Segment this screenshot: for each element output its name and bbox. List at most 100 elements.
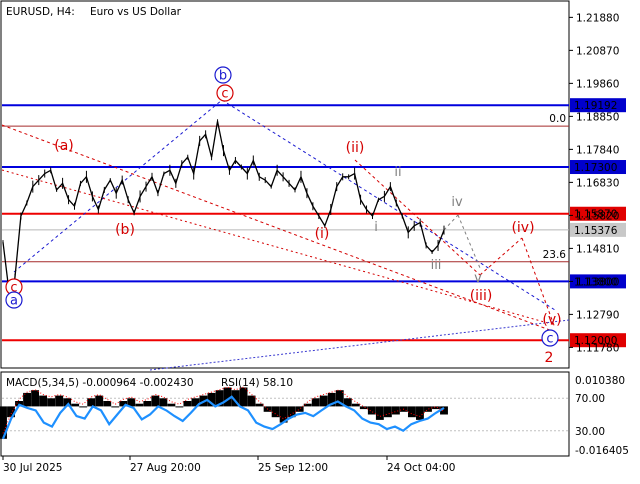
wave-label-circle [214,66,232,84]
trendlines-layer [1,99,570,371]
macd-histogram-bar [127,398,136,407]
wave-label-text: (a) [54,138,74,154]
macd-histogram-bar [247,395,256,407]
macd-histogram-bar [375,406,384,420]
price-tick-label: 1.14810 [576,243,619,255]
price-tick-label: 1.19860 [576,78,619,90]
price-tick-label: 1.15820 [576,210,619,222]
macd-histogram-bar [416,406,424,420]
macd-histogram-bar [135,403,144,407]
macd-histogram-bar [295,406,304,412]
macd-histogram-bar [351,403,360,407]
indicator-tick-label: 70.00 [575,393,605,405]
time-tick-label: 25 Sep 12:00 [258,462,328,474]
macd-histogram-bar [143,401,152,407]
macd-histogram-bar [63,398,72,407]
macd-histogram-bar [432,406,440,410]
macd-histogram-bar [303,403,312,407]
price-level-tag [570,206,626,221]
macd-histogram-bar [424,406,432,412]
wave-label-text: v [474,271,482,286]
time-tick-label: 27 Aug 20:00 [130,462,201,474]
price-tick-label: 1.20870 [576,45,619,57]
price-level-tag-label: 1.15870 [574,209,617,221]
price-tick-label: 1.17840 [576,144,619,156]
macd-histogram-bar [383,406,392,418]
macd-histogram-bar [207,392,216,407]
wave-label-text: (i) [315,226,330,242]
macd-histogram-bar [71,403,80,407]
time-tick-label: 30 Jul 2025 [3,462,62,474]
indicator-tick-label: 0.010380 [575,375,625,387]
macd-histogram-bar [55,395,64,407]
wave-trendline [354,159,481,276]
macd-histogram-bar [31,390,40,407]
price-level-tag-label: 1.15376 [574,225,618,237]
wave-trendline [13,99,223,273]
price-level-tag [570,274,626,289]
price-level-tag-label: 1.17300 [574,162,617,174]
wave-label-text: (b) [115,222,135,238]
macd-histogram-bar [391,406,400,415]
wave-label-text: c [221,87,228,102]
price-level-tag [570,222,626,237]
wave-trendline [521,237,556,329]
chart-description: Euro vs US Dollar [90,6,182,18]
macd-histogram-bar [159,398,168,407]
rsi-header: RSI(14) 58.10 [221,377,293,389]
macd-histogram-bar [327,392,336,407]
main-pane-frame [0,0,570,369]
price-level-tag [570,333,626,348]
macd-histogram-bar [95,395,104,407]
macd-histogram-bar [119,401,128,407]
macd-histogram-bar [0,406,7,439]
price-tick-label: 1.12790 [576,309,619,321]
wave-label-text: c [10,281,17,296]
chart-symbol: EURUSD, H4: [6,6,75,18]
macd-signal-line [2,386,445,434]
macd-histogram-bar [103,401,112,407]
macd-header: MACD(5,34,5) -0.000964 -0.002430 [6,377,194,389]
price-level-tag-label: 1.19192 [574,100,617,112]
wave-label-circle [541,329,559,347]
price-tick-label: 1.11780 [576,342,619,354]
macd-histogram-bar [359,406,368,410]
macd-histogram-bar [440,406,448,415]
indicator-tick-label: -0.016405 [575,445,629,457]
price-series-layer [2,119,445,297]
wave-label-circle [5,291,23,309]
macd-histogram-bar [319,395,328,407]
wave-label-text: (v) [542,312,561,328]
macd-histogram-bar [111,406,120,408]
macd-histogram-bar [407,406,416,418]
wave-label-text: (iii) [470,288,493,304]
macd-histogram-bar [311,398,320,407]
macd-histogram-bar [231,390,240,407]
wave-label-text: (iv) [511,220,534,236]
wave-label-text: c [546,332,553,347]
macd-histogram-bar [279,406,288,423]
rsi-line [1,395,445,440]
macd-histogram-bar [191,398,200,407]
wave-trendline [1,169,556,326]
macd-histogram-bar [47,398,56,407]
macd-histogram-bar [7,406,15,418]
macd-histogram-bar [87,398,96,407]
price-tick-label: 1.16830 [576,177,619,189]
indicator-tick-label: 30.00 [575,426,605,438]
macd-histogram-bar [167,403,176,407]
macd-histogram-bar [271,406,280,418]
wave-label-text: 2 [545,350,554,366]
time-axis-layer: 30 Jul 2025 27 Aug 20:00 25 Sep 12:00 24 Oc… [2,456,455,474]
macd-histogram-bar [335,390,344,407]
macd-histogram-bar [255,403,264,407]
price-tick-label: 1.21880 [576,12,619,24]
fibonacci-level-label: 0.0 [549,113,566,125]
macd-histogram-bar [151,395,160,407]
wave-label-text: a [10,294,18,309]
price-level-tag [570,160,626,175]
macd-histogram-bar [343,398,352,407]
wave-label-text: b [219,69,227,84]
